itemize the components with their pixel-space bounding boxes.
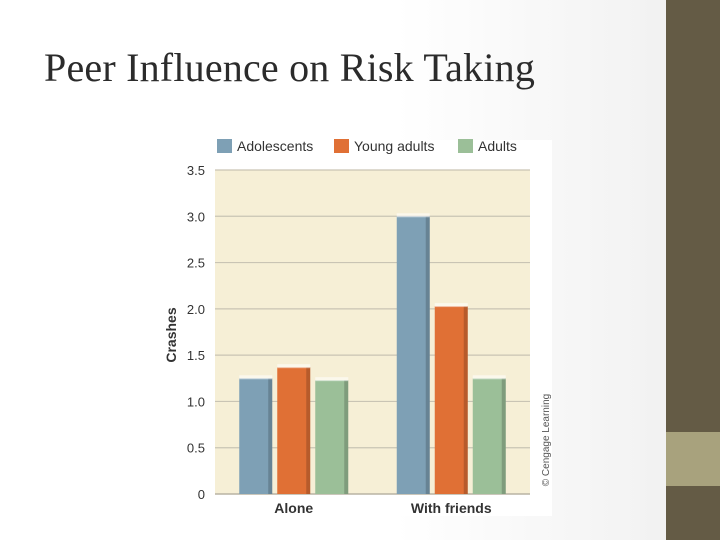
legend: Adolescents Young adults Adults xyxy=(217,138,517,154)
bar-adolescents-with-friends xyxy=(396,213,430,494)
y-tick-label: 2.5 xyxy=(187,256,205,271)
legend-swatch xyxy=(334,139,349,153)
y-tick-label: 1.0 xyxy=(187,394,205,409)
bar-adults-alone xyxy=(315,377,349,494)
y-tick-label: 1.5 xyxy=(187,348,205,363)
x-tick-label: Alone xyxy=(274,500,313,516)
bar-adults-with-friends xyxy=(472,375,506,494)
bar-young-adults-alone xyxy=(277,364,311,494)
bar-chart: 0 0.5 1.0 1.5 2.0 2.5 3.0 3.5 Alone With friends… xyxy=(163,138,552,516)
y-tick-label: 0.5 xyxy=(187,441,205,456)
x-tick-label: With friends xyxy=(411,500,492,516)
legend-swatch xyxy=(217,139,232,153)
y-tick-label: 3.5 xyxy=(187,163,205,178)
x-tick-labels: Alone With friends xyxy=(274,500,492,516)
bar-young-adults-with-friends xyxy=(434,303,468,494)
legend-label: Adults xyxy=(478,138,517,154)
legend-label: Young adults xyxy=(354,138,434,154)
legend-swatch xyxy=(458,139,473,153)
y-tick-label: 0 xyxy=(198,487,205,502)
slide-title: Peer Influence on Risk Taking xyxy=(44,45,536,90)
sidebar-accent-block xyxy=(666,432,720,486)
bars xyxy=(239,213,506,494)
chart: 0 0.5 1.0 1.5 2.0 2.5 3.0 3.5 Alone With friends… xyxy=(160,130,560,520)
y-tick-label: 3.0 xyxy=(187,209,205,224)
credit-text: © Cengage Learning xyxy=(541,394,552,486)
y-tick-label: 2.0 xyxy=(187,302,205,317)
legend-label: Adolescents xyxy=(237,138,313,154)
y-axis-label: Crashes xyxy=(163,307,179,362)
bar-adolescents-alone xyxy=(239,375,273,494)
y-tick-labels: 0 0.5 1.0 1.5 2.0 2.5 3.0 3.5 xyxy=(187,163,205,502)
